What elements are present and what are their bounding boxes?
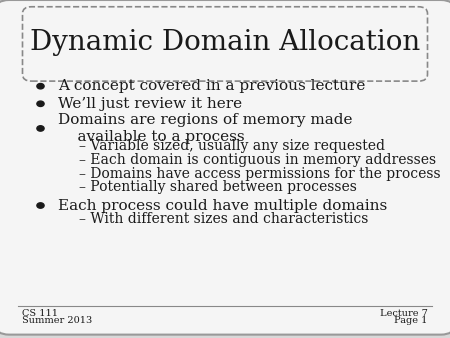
Text: A concept covered in a previous lecture: A concept covered in a previous lecture bbox=[58, 79, 366, 93]
Text: – Potentially shared between processes: – Potentially shared between processes bbox=[79, 180, 356, 194]
Text: Summer 2013: Summer 2013 bbox=[22, 316, 93, 324]
Circle shape bbox=[37, 83, 44, 89]
Text: – Domains have access permissions for the process: – Domains have access permissions for th… bbox=[79, 167, 441, 182]
Text: We’ll just review it here: We’ll just review it here bbox=[58, 97, 243, 111]
Text: – With different sizes and characteristics: – With different sizes and characteristi… bbox=[79, 212, 368, 226]
Circle shape bbox=[37, 203, 44, 208]
FancyBboxPatch shape bbox=[22, 7, 427, 81]
Text: – Each domain is contiguous in memory addresses: – Each domain is contiguous in memory ad… bbox=[79, 153, 436, 167]
Text: Lecture 7: Lecture 7 bbox=[380, 309, 428, 318]
Text: Each process could have multiple domains: Each process could have multiple domains bbox=[58, 198, 388, 213]
Text: Page 1: Page 1 bbox=[394, 316, 428, 324]
Text: – Variable sized, usually any size requested: – Variable sized, usually any size reque… bbox=[79, 139, 385, 153]
Text: Dynamic Domain Allocation: Dynamic Domain Allocation bbox=[30, 29, 420, 56]
Text: CS 111: CS 111 bbox=[22, 309, 58, 318]
Text: Domains are regions of memory made
    available to a process: Domains are regions of memory made avail… bbox=[58, 113, 353, 144]
Circle shape bbox=[37, 101, 44, 106]
Circle shape bbox=[37, 126, 44, 131]
